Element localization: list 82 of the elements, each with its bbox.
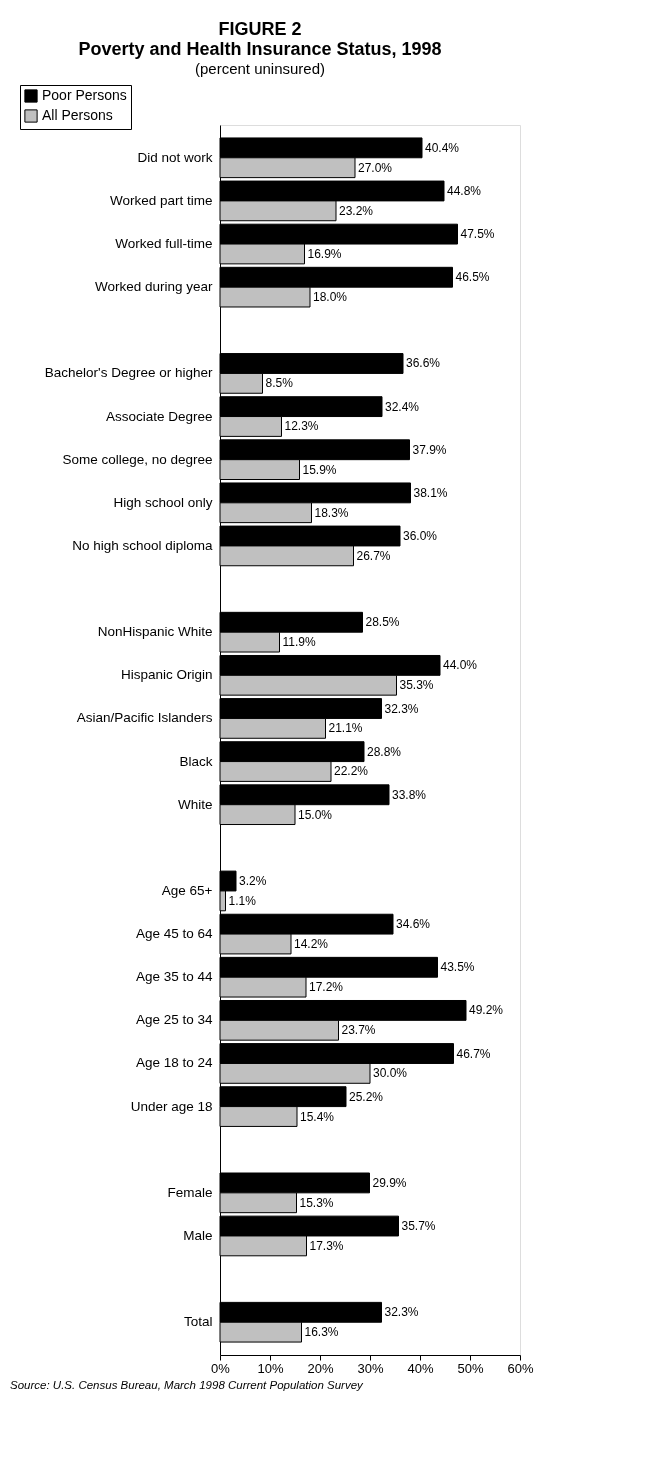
- source-note: Source: U.S. Census Bureau, March 1998 Current Population Survey: [10, 1379, 365, 1391]
- y-tick-label: Some college, no degree: [62, 451, 213, 467]
- data-label: 15.4%: [300, 1109, 335, 1124]
- data-label: 15.3%: [299, 1195, 334, 1210]
- y-tick-label: Black: [179, 753, 213, 769]
- data-label: 16.3%: [304, 1325, 339, 1340]
- data-label: 1.1%: [228, 893, 257, 908]
- legend-label: All Persons: [42, 107, 113, 123]
- data-label: 46.7%: [456, 1046, 491, 1061]
- y-tick-label: Age 65+: [161, 882, 213, 898]
- x-tick-label: 40%: [407, 1360, 434, 1376]
- data-label: 3.2%: [239, 874, 267, 889]
- data-label: 44.0%: [443, 658, 478, 673]
- data-label: 29.9%: [372, 1175, 407, 1190]
- data-label: 26.7%: [356, 548, 391, 563]
- y-tick-label: Worked during year: [94, 279, 213, 295]
- y-tick-label: High school only: [113, 494, 213, 510]
- y-tick-label: Age 45 to 64: [135, 926, 213, 942]
- data-label: 15.0%: [298, 807, 333, 822]
- data-label: 25.2%: [349, 1089, 384, 1104]
- y-tick-label: Asian/Pacific Islanders: [76, 710, 213, 726]
- y-tick-label: No high school diploma: [72, 537, 213, 553]
- y-tick-label: Hispanic Origin: [120, 667, 213, 683]
- data-label: 30.0%: [373, 1066, 408, 1081]
- data-label: 27.0%: [358, 160, 393, 175]
- x-tick-label: 30%: [357, 1360, 384, 1376]
- data-label: 35.3%: [399, 678, 434, 693]
- y-tick-label: Worked full-time: [115, 236, 213, 252]
- data-label: 32.3%: [384, 1305, 419, 1320]
- text: (percent uninsured): [194, 60, 326, 77]
- data-label: 46.5%: [455, 270, 490, 285]
- data-label: 15.9%: [302, 462, 337, 477]
- data-label: 43.5%: [440, 960, 475, 975]
- data-label: 28.8%: [367, 744, 402, 759]
- data-label: 22.2%: [334, 764, 369, 779]
- y-tick-label: NonHispanic White: [97, 624, 213, 640]
- data-label: 18.3%: [314, 505, 349, 520]
- y-tick-label: Total: [183, 1314, 213, 1330]
- data-label: 38.1%: [413, 485, 448, 500]
- data-label: 16.9%: [307, 246, 342, 261]
- y-tick-label: White: [177, 796, 213, 812]
- data-label: 33.8%: [392, 787, 427, 802]
- data-label: 8.5%: [265, 376, 294, 391]
- legend-label: Poor Persons: [42, 87, 127, 103]
- data-label: 32.4%: [385, 399, 420, 414]
- x-tick-label: 10%: [257, 1360, 284, 1376]
- data-label: 23.2%: [339, 203, 374, 218]
- x-tick-label: 60%: [507, 1360, 534, 1376]
- y-tick-label: Associate Degree: [105, 408, 213, 424]
- y-tick-label: Age 18 to 24: [135, 1055, 213, 1071]
- chart-subtitle: Poverty and Health Insurance Status, 1998: [78, 39, 442, 59]
- data-label: 32.3%: [384, 701, 419, 716]
- data-label: 44.8%: [447, 183, 482, 198]
- data-label: 17.2%: [309, 980, 344, 995]
- y-tick-label: Worked part time: [109, 192, 213, 208]
- data-label: 36.0%: [403, 529, 438, 544]
- data-label: 18.0%: [313, 290, 348, 305]
- x-tick-label: 0%: [211, 1360, 231, 1376]
- data-label: 36.6%: [406, 356, 441, 371]
- data-label: 14.2%: [294, 936, 329, 951]
- data-label: 49.2%: [469, 1003, 504, 1018]
- data-label: 17.3%: [309, 1238, 344, 1253]
- x-tick-label: 20%: [307, 1360, 334, 1376]
- data-label: 11.9%: [282, 635, 316, 650]
- y-tick-label: Age 35 to 44: [135, 969, 213, 985]
- data-label: 35.7%: [401, 1219, 436, 1234]
- data-label: 23.7%: [341, 1023, 376, 1038]
- data-label: 47.5%: [460, 227, 495, 242]
- y-tick-label: Did not work: [137, 149, 213, 165]
- y-tick-label: Age 25 to 34: [135, 1012, 213, 1028]
- data-label: 40.4%: [425, 140, 460, 155]
- x-tick-label: 50%: [457, 1360, 484, 1376]
- data-label: 12.3%: [284, 419, 319, 434]
- y-tick-label: Male: [183, 1227, 213, 1243]
- data-label: 37.9%: [412, 442, 447, 457]
- chart-title: FIGURE 2: [218, 19, 302, 39]
- data-label: 21.1%: [328, 721, 363, 736]
- y-tick-label: Under age 18: [130, 1098, 213, 1114]
- data-label: 28.5%: [365, 615, 400, 630]
- y-tick-label: Bachelor's Degree or higher: [44, 365, 213, 381]
- data-label: 34.6%: [396, 917, 431, 932]
- y-tick-label: Female: [167, 1184, 213, 1200]
